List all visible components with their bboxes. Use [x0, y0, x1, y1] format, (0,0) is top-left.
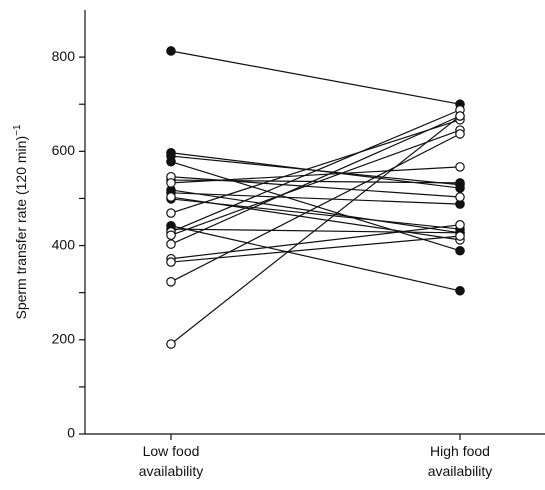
open-point [166, 277, 176, 287]
y-tick-label: 0 [67, 425, 75, 441]
x-tick-label-line: High food [430, 443, 490, 459]
pair-line [170, 133, 461, 283]
pair-line [170, 109, 461, 233]
filled-point [455, 178, 465, 188]
pair-line [170, 161, 461, 252]
pair-line [170, 192, 461, 205]
y-axis-label: Sperm transfer rate (120 min)−1 [12, 124, 29, 319]
open-point [166, 178, 176, 188]
x-tick-label-line: Low food [143, 443, 200, 459]
y-tick-label: 200 [52, 330, 76, 346]
pair-line [170, 119, 461, 214]
open-point [455, 162, 465, 172]
open-point [166, 230, 176, 240]
pair-line [170, 196, 461, 241]
open-point [455, 220, 465, 230]
open-point [166, 257, 176, 267]
filled-point [166, 46, 176, 56]
pair-line [170, 115, 461, 345]
filled-point [455, 245, 465, 256]
y-tick-label: 400 [52, 236, 76, 252]
y-axis-label-sup: −1 [12, 124, 23, 136]
open-point [455, 231, 465, 241]
pair-line [170, 224, 461, 260]
open-point [166, 192, 176, 202]
y-tick-label: 600 [52, 142, 76, 158]
pair-line [170, 115, 461, 245]
open-point [455, 192, 465, 202]
pair-line [170, 129, 461, 236]
pair-line [170, 50, 461, 105]
open-point [455, 129, 465, 139]
filled-point [455, 285, 465, 296]
x-tick-label: Low food availability [139, 443, 204, 479]
x-tick-label-line: availability [139, 463, 204, 479]
open-point [166, 339, 176, 349]
pair-line [170, 225, 461, 292]
x-tick-label-line: availability [428, 463, 493, 479]
y-tick-label: 800 [52, 48, 76, 64]
filled-point [166, 156, 176, 167]
open-point [166, 239, 176, 249]
y-axis-label-main: Sperm transfer rate (120 min) [13, 136, 29, 320]
open-point [455, 111, 465, 121]
pair-line [170, 166, 461, 184]
open-point [166, 208, 176, 218]
x-tick-label: High food availability [428, 443, 493, 479]
pair-line [170, 189, 461, 234]
